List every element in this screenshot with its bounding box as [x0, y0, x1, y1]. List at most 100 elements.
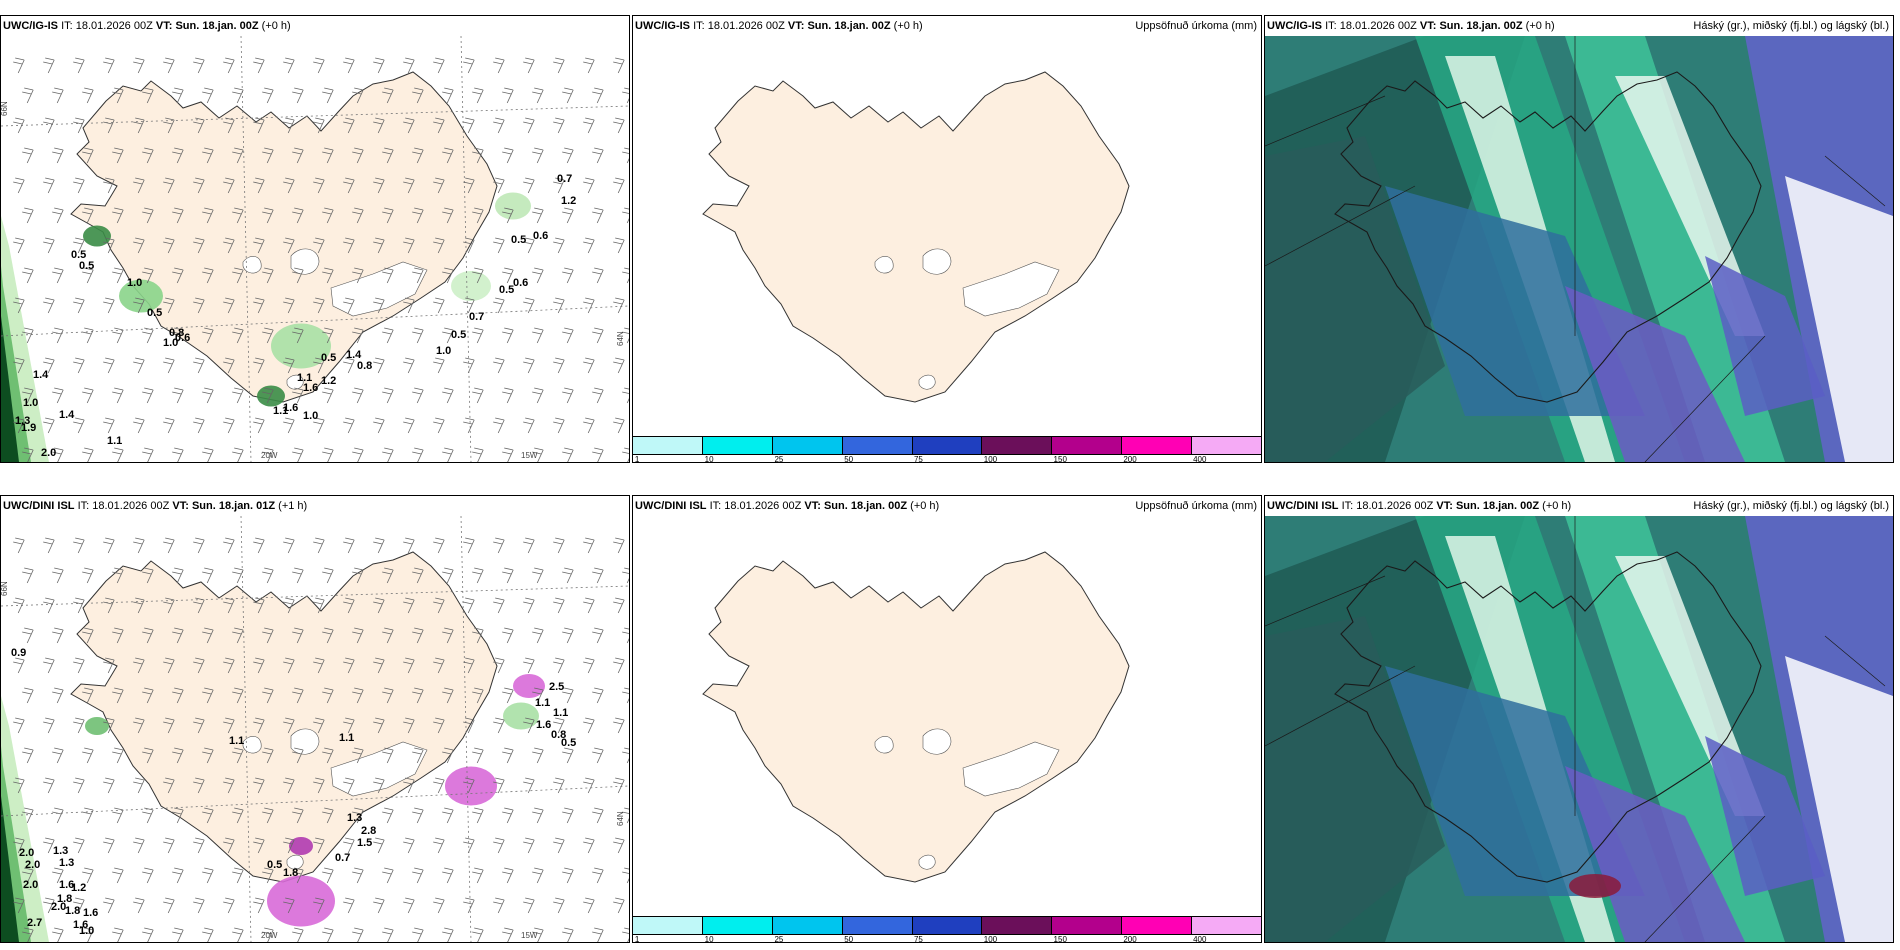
- wind-barb: [292, 807, 304, 824]
- wind-barb: [82, 687, 94, 704]
- wind-barb: [343, 297, 355, 314]
- wind-barb: [142, 87, 154, 104]
- wind-barb: [112, 147, 124, 164]
- colorbar-label: 10: [704, 935, 714, 943]
- wind-barb: [442, 687, 454, 704]
- precip-value-label: 0.5: [71, 249, 86, 261]
- wind-barb: [433, 57, 445, 74]
- precip-value-label: 1.0: [303, 410, 318, 422]
- colorbar-swatch: [911, 917, 982, 934]
- wind-barb: [553, 657, 565, 674]
- wind-barb: [523, 57, 535, 74]
- precip-value-label: 0.6: [513, 277, 528, 289]
- precip-colorbar: 1 10 25 50 75 100 150 200 400: [633, 916, 1261, 942]
- iceland-coastline: [702, 71, 1130, 403]
- wind-barb: [322, 747, 334, 764]
- wind-barb: [592, 447, 604, 462]
- wind-barb: [202, 627, 214, 644]
- wind-barb: [373, 897, 385, 914]
- wind-barb: [442, 147, 454, 164]
- wind-barb: [343, 417, 355, 434]
- cloud-band: [1265, 136, 1445, 462]
- wind-barb: [352, 207, 364, 224]
- wind-barb: [352, 747, 364, 764]
- wind-barb: [352, 687, 364, 704]
- cloud-band: [1565, 286, 1745, 462]
- wind-barb: [253, 237, 265, 254]
- colorbar-label: 100: [983, 455, 998, 463]
- precip-value-label: 0.5: [511, 234, 526, 246]
- wind-barb: [523, 537, 535, 554]
- wind-barb: [343, 597, 355, 614]
- wind-barb: [622, 867, 629, 884]
- wind-barb: [382, 747, 394, 764]
- iceland-coastline: [70, 551, 498, 883]
- wind-barb: [232, 267, 244, 284]
- wind-barb: [433, 117, 445, 134]
- precip-value-label: 0.5: [147, 307, 162, 319]
- wind-barb: [22, 567, 34, 584]
- wind-barb: [352, 867, 364, 884]
- wind-barb: [262, 387, 274, 404]
- precip-colorbar: 1 10 25 50 75 100 150 200 400: [633, 436, 1261, 462]
- wind-barb: [412, 147, 424, 164]
- wind-barb: [532, 447, 544, 462]
- wind-barb: [472, 627, 484, 644]
- glacier-outline: [962, 261, 1060, 317]
- wind-barb: [493, 597, 505, 614]
- wind-barb: [613, 597, 625, 614]
- wind-barb: [343, 57, 355, 74]
- wind-barb: [262, 867, 274, 884]
- wind-barb: [22, 207, 34, 224]
- wind-barb: [583, 177, 595, 194]
- precip-value-label: 1.8: [65, 905, 80, 917]
- wind-barb: [592, 807, 604, 824]
- wind-barb: [172, 927, 184, 942]
- colorbar-swatch: [1051, 437, 1122, 454]
- wind-barb: [472, 807, 484, 824]
- precip-blob: [495, 192, 531, 220]
- wind-barb: [202, 207, 214, 224]
- wind-barb: [112, 567, 124, 584]
- precip-value-label: 1.6: [73, 919, 88, 931]
- wind-barb: [622, 207, 629, 224]
- wind-barb: [553, 597, 565, 614]
- precip-value-label: 1.2: [561, 195, 576, 207]
- wind-barb: [502, 867, 514, 884]
- precip-value-label: 1.5: [357, 837, 372, 849]
- boundary-line: [1265, 95, 1386, 147]
- colorbar-label: 400: [1193, 455, 1207, 463]
- wind-barb: [313, 597, 325, 614]
- wind-barb: [133, 537, 145, 554]
- colorbar-label: 50: [844, 935, 854, 943]
- wind-barb: [382, 387, 394, 404]
- wind-barb: [622, 927, 629, 942]
- colorbar-label: 75: [913, 455, 923, 463]
- wind-barb: [163, 237, 175, 254]
- wind-barb: [292, 447, 304, 462]
- iceland-coastline: [702, 551, 1130, 883]
- precip-area: [1, 316, 19, 462]
- wind-barb: [592, 687, 604, 704]
- wind-barb: [202, 747, 214, 764]
- wind-barb: [622, 447, 629, 462]
- wind-barb: [442, 447, 454, 462]
- wind-barb: [493, 777, 505, 794]
- wind-barb: [262, 327, 274, 344]
- wind-barb: [502, 387, 514, 404]
- wind-barb: [232, 447, 244, 462]
- wind-barb: [502, 747, 514, 764]
- cloud-band: [1265, 616, 1445, 942]
- wind-barb: [463, 597, 475, 614]
- colorbar-label: 25: [774, 935, 784, 943]
- wind-barb: [13, 837, 25, 854]
- wind-barb: [163, 537, 175, 554]
- graticule-line: [460, 36, 472, 462]
- precip-value-label: 1.1: [553, 707, 568, 719]
- glacier-outline: [874, 736, 894, 754]
- wind-barb: [583, 657, 595, 674]
- glacier-outline: [242, 736, 262, 754]
- wind-barb: [472, 87, 484, 104]
- wind-barb: [412, 267, 424, 284]
- wind-barb: [442, 567, 454, 584]
